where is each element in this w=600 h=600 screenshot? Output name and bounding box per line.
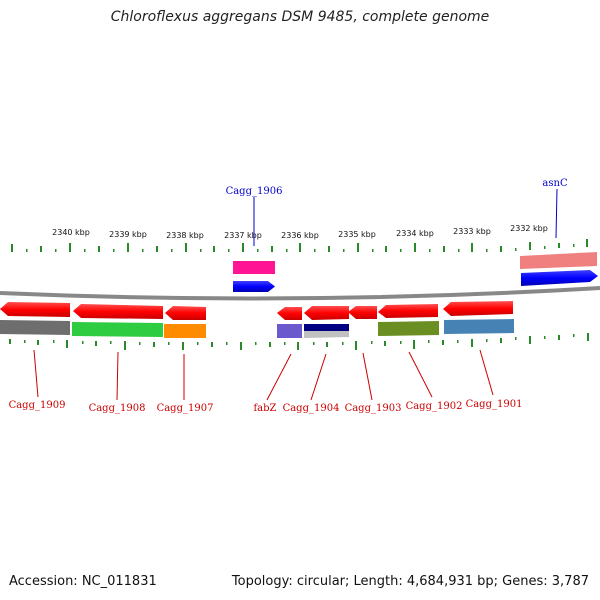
scale-labels: 2340 kbp 2339 kbp 2338 kbp 2337 kbp 2336… <box>52 224 548 240</box>
gene-arrow[interactable] <box>443 301 513 316</box>
gene-arrow[interactable] <box>521 270 598 286</box>
gene-bar[interactable] <box>164 324 206 338</box>
gene-label-cagg-1907[interactable]: Cagg_1907 <box>157 403 214 414</box>
gene-bar[interactable] <box>444 319 514 334</box>
gene-arrow[interactable] <box>348 306 377 319</box>
gene-arrow[interactable] <box>0 302 70 317</box>
top-gene-labels: Cagg_1906 asnC <box>226 178 568 246</box>
gene-label-fabz[interactable]: fabZ <box>253 403 276 414</box>
genome-stats-text: Topology: circular; Length: 4,684,931 bp… <box>231 574 589 589</box>
genome-backbone <box>0 286 600 301</box>
scale-label: 2332 kbp <box>510 224 548 233</box>
gene-label-cagg-1906[interactable]: Cagg_1906 <box>226 186 283 197</box>
gene-label-cagg-1902[interactable]: Cagg_1902 <box>406 401 463 412</box>
gene-arrow[interactable] <box>73 304 163 319</box>
gene-arrow[interactable] <box>165 306 206 320</box>
scale-label: 2333 kbp <box>453 227 491 236</box>
gene-label-cagg-1904[interactable]: Cagg_1904 <box>283 403 340 414</box>
top-strand-genes <box>233 252 598 292</box>
leader-line <box>555 188 558 239</box>
lower-minor-ticks <box>24 334 575 345</box>
bottom-gene-labels <box>33 349 494 401</box>
gene-bar[interactable] <box>304 331 349 338</box>
gene-label-cagg-1901[interactable]: Cagg_1901 <box>466 399 523 410</box>
gene-label-cagg-1909[interactable]: Cagg_1909 <box>9 400 66 411</box>
gene-label-cagg-1903[interactable]: Cagg_1903 <box>345 403 402 414</box>
upper-tick-row <box>11 239 588 252</box>
gene-bar[interactable] <box>72 322 163 337</box>
scale-label: 2336 kbp <box>281 231 319 240</box>
lower-tick-row <box>9 333 589 350</box>
gene-bar[interactable] <box>277 324 302 338</box>
map-title: Chloroflexus aggregans DSM 9485, complet… <box>110 9 490 25</box>
gene-label-asnc[interactable]: asnC <box>542 178 568 189</box>
gene-arrow[interactable] <box>304 306 349 320</box>
scale-label: 2340 kbp <box>52 228 90 237</box>
gene-arrow[interactable] <box>378 304 438 318</box>
gene-arrow[interactable] <box>277 307 302 320</box>
scale-label: 2339 kbp <box>109 230 147 239</box>
gene-bar[interactable] <box>304 324 349 331</box>
gene-block[interactable] <box>520 252 597 269</box>
gene-bar[interactable] <box>0 320 70 335</box>
scale-label: 2338 kbp <box>166 231 204 240</box>
gene-label-cagg-1908[interactable]: Cagg_1908 <box>89 403 146 414</box>
gene-arrow[interactable] <box>233 281 275 292</box>
accession-text: Accession: NC_011831 <box>9 574 157 589</box>
scale-label: 2337 kbp <box>224 231 262 240</box>
scale-label: 2334 kbp <box>396 229 434 238</box>
bottom-strand-genes <box>0 301 514 338</box>
gene-block[interactable] <box>233 261 275 274</box>
gene-bar[interactable] <box>378 321 439 336</box>
scale-label: 2335 kbp <box>338 230 376 239</box>
